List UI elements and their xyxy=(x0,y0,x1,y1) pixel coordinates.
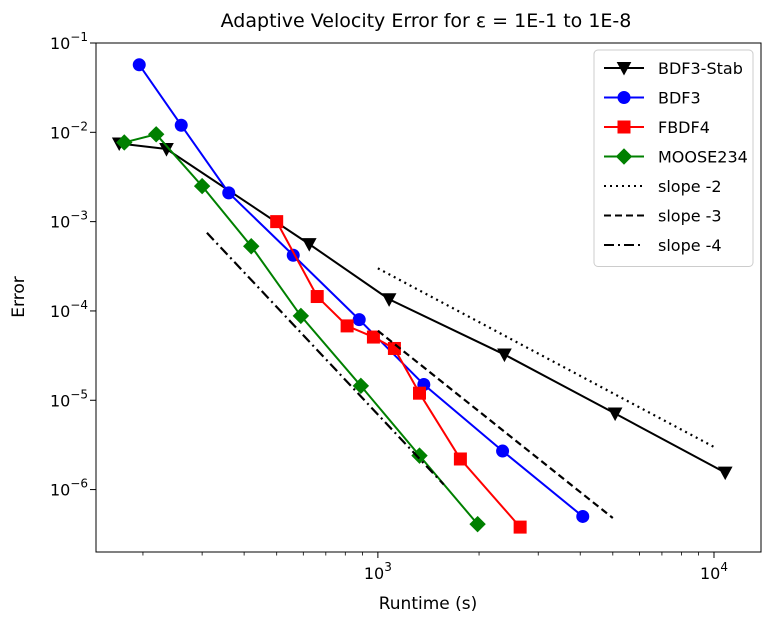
legend-marker-bdf3 xyxy=(617,91,631,104)
x-axis-label: Runtime (s) xyxy=(379,594,478,614)
series-bdf3 xyxy=(132,58,590,523)
y-tick-label: 10−5 xyxy=(50,387,88,410)
data-point-moose234 xyxy=(193,177,211,195)
legend-marker-moose234 xyxy=(615,148,633,165)
data-point-fbdf4 xyxy=(340,319,354,333)
data-point-bdf3-stab xyxy=(717,466,733,481)
data-point-moose234 xyxy=(292,307,310,325)
series-line-slope-4 xyxy=(206,232,445,486)
y-tick-label: 10−3 xyxy=(50,209,88,232)
legend-label-bdf3-stab: BDF3-Stab xyxy=(658,59,743,78)
data-point-moose234 xyxy=(116,134,133,151)
data-point-fbdf4 xyxy=(453,452,467,466)
data-point-bdf3 xyxy=(352,313,366,327)
y-tick-label: 10−4 xyxy=(50,298,88,321)
series-fbdf4 xyxy=(270,215,527,534)
data-point-fbdf4 xyxy=(270,215,284,229)
axis-ticks: 103 104 10−6 10−5 10−4 10−3 10−2 10−1 xyxy=(50,30,728,583)
chart-title: Adaptive Velocity Error for ε = 1E-1 to … xyxy=(221,10,632,32)
data-point-bdf3-stab xyxy=(497,348,512,363)
series-line-slope-2 xyxy=(377,267,715,448)
data-point-bdf3 xyxy=(222,186,236,200)
data-point-moose234 xyxy=(469,515,486,533)
legend-marker-fbdf4 xyxy=(617,120,631,134)
data-point-moose234 xyxy=(243,238,260,255)
series-slope-4 xyxy=(206,232,445,486)
legend-label-slope-4: slope -4 xyxy=(658,236,722,255)
data-point-bdf3 xyxy=(496,444,510,458)
series-moose234 xyxy=(116,126,486,533)
x-tick-label: 104 xyxy=(700,560,728,583)
axes-frame xyxy=(95,42,762,553)
data-point-bdf3-stab xyxy=(381,293,397,307)
data-point-bdf3 xyxy=(576,509,590,523)
series-slope-3 xyxy=(377,329,614,519)
legend-label-bdf3: BDF3 xyxy=(658,89,701,108)
data-point-moose234 xyxy=(147,126,165,143)
data-point-moose234 xyxy=(352,377,370,395)
y-tick-label: 10−6 xyxy=(50,477,88,500)
legend-box xyxy=(593,49,754,267)
series-line-bdf3 xyxy=(138,64,584,518)
data-point-fbdf4 xyxy=(310,290,324,304)
legend-label-moose234: MOOSE234 xyxy=(658,148,748,167)
data-point-bdf3 xyxy=(174,118,188,132)
y-tick-label: 10−2 xyxy=(50,119,88,142)
data-point-fbdf4 xyxy=(366,330,380,344)
data-point-bdf3-stab xyxy=(607,407,623,422)
plot-area xyxy=(111,58,733,534)
data-point-bdf3 xyxy=(132,58,146,72)
data-point-bdf3-stab xyxy=(301,238,317,252)
series-slope-2 xyxy=(377,267,715,448)
legend-label-slope-3: slope -3 xyxy=(658,207,722,226)
x-tick-label: 103 xyxy=(364,560,392,583)
legend-label-fbdf4: FBDF4 xyxy=(658,118,710,137)
series-line-fbdf4 xyxy=(275,221,521,528)
data-point-fbdf4 xyxy=(513,520,527,534)
series-line-slope-3 xyxy=(377,329,614,519)
series-line-moose234 xyxy=(124,133,479,525)
series-bdf3-stab xyxy=(111,137,733,481)
legend-label-slope-2: slope -2 xyxy=(658,177,722,196)
y-tick-label: 10−1 xyxy=(50,30,88,53)
legend-marker-bdf3-stab xyxy=(616,62,632,76)
data-point-fbdf4 xyxy=(413,386,427,400)
y-axis-label: Error xyxy=(9,276,29,317)
legend: BDF3-Stab BDF3 FBDF4 MOOSE234 slope -2 slope … xyxy=(593,49,754,267)
